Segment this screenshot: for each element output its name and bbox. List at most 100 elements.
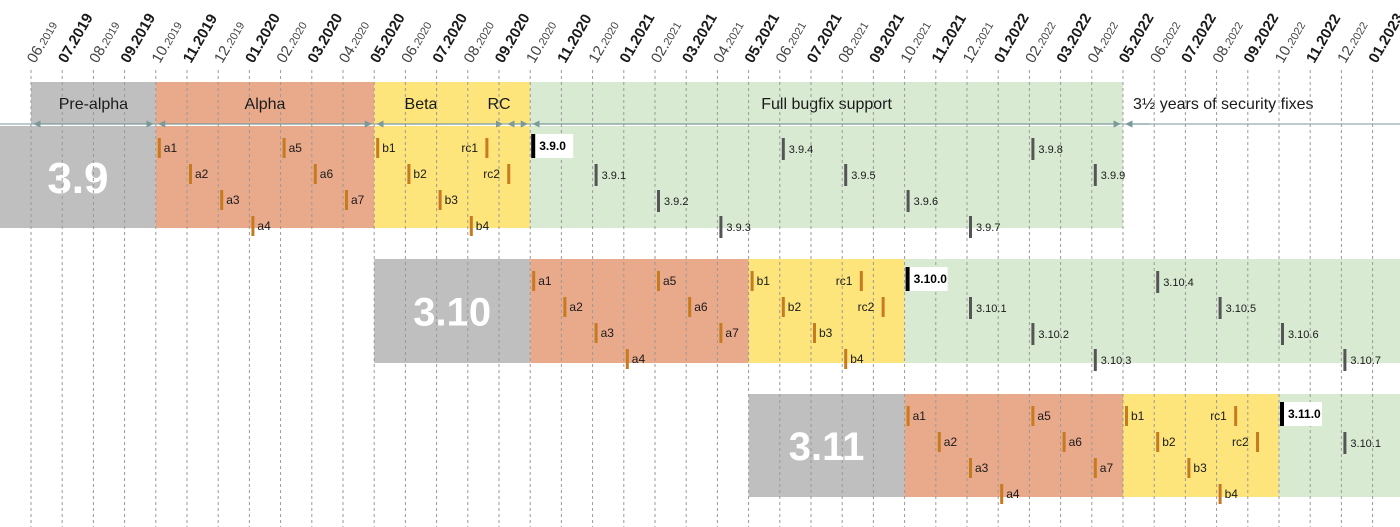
beta-release-label: b1 bbox=[382, 141, 396, 155]
beta-release-marker bbox=[407, 164, 411, 184]
patch-release-marker bbox=[594, 164, 598, 186]
patch-release-label: 3.10.2 bbox=[1038, 329, 1069, 341]
alpha-bar bbox=[904, 394, 1123, 497]
alpha-release-label: a3 bbox=[601, 326, 615, 340]
phase-band bbox=[374, 82, 468, 124]
beta-rc-bar bbox=[748, 259, 905, 363]
phase-label: 3½ years of security fixes bbox=[1133, 96, 1314, 113]
beta-release-marker bbox=[1187, 458, 1191, 478]
final-release-marker bbox=[905, 267, 910, 291]
version-number-label: 3.11 bbox=[789, 425, 865, 469]
patch-release-marker bbox=[781, 138, 785, 160]
patch-release-marker bbox=[1031, 138, 1035, 160]
beta-release-marker bbox=[813, 323, 816, 343]
alpha-release-marker bbox=[657, 271, 660, 291]
alpha-release-label: a6 bbox=[1069, 435, 1083, 449]
rc-release-marker bbox=[1234, 406, 1238, 426]
patch-release-marker bbox=[969, 216, 972, 238]
alpha-release-marker bbox=[1093, 458, 1097, 478]
patch-release-marker bbox=[1156, 271, 1160, 293]
alpha-release-marker bbox=[594, 323, 598, 343]
alpha-release-label: a7 bbox=[351, 193, 365, 207]
alpha-release-label: a2 bbox=[569, 300, 583, 314]
final-release-box bbox=[905, 267, 948, 291]
prealpha-bar bbox=[0, 126, 156, 228]
beta-release-marker bbox=[376, 138, 380, 158]
phase-band bbox=[155, 82, 375, 124]
rc-release-label: rc1 bbox=[1210, 409, 1227, 423]
patch-release-label: 3.9.7 bbox=[976, 222, 1000, 234]
alpha-release-label: a7 bbox=[725, 326, 739, 340]
beta-release-marker bbox=[469, 216, 473, 236]
alpha-release-label: a6 bbox=[320, 167, 334, 181]
alpha-release-marker bbox=[220, 190, 224, 210]
beta-release-marker bbox=[1156, 432, 1160, 452]
month-gridlines bbox=[30, 70, 1374, 527]
rc-release-marker bbox=[485, 138, 489, 158]
phase-label: Full bugfix support bbox=[761, 96, 892, 113]
alpha-release-marker bbox=[563, 297, 567, 317]
alpha-release-label: a2 bbox=[195, 167, 209, 181]
final-release-box bbox=[1280, 402, 1322, 426]
rc-release-marker bbox=[859, 271, 863, 291]
alpha-release-marker bbox=[719, 323, 723, 343]
rc-release-label: rc2 bbox=[483, 167, 500, 181]
alpha-release-label: a7 bbox=[1100, 461, 1114, 475]
final-release-marker bbox=[531, 134, 536, 158]
patch-release-label: 3.9.2 bbox=[664, 196, 688, 208]
alpha-release-label: a5 bbox=[663, 274, 677, 288]
final-release-marker bbox=[1280, 402, 1284, 426]
final-release-box bbox=[531, 134, 574, 158]
final-release-label: 3.11.0 bbox=[1288, 407, 1321, 421]
final-release-label: 3.9.0 bbox=[539, 139, 566, 153]
alpha-release-label: a5 bbox=[289, 141, 303, 155]
beta-release-marker bbox=[750, 271, 754, 291]
patch-release-label: 3.10.5 bbox=[1226, 303, 1257, 315]
alpha-release-label: a1 bbox=[164, 141, 178, 155]
beta-release-label: b1 bbox=[1131, 409, 1145, 423]
beta-release-label: b3 bbox=[1193, 461, 1207, 475]
alpha-release-marker bbox=[969, 458, 972, 478]
patch-release-marker bbox=[1343, 349, 1347, 371]
patch-release-marker bbox=[969, 297, 972, 319]
bugfix-bar bbox=[904, 259, 1400, 363]
beta-release-label: b2 bbox=[788, 300, 802, 314]
patch-release-label: 3.9.5 bbox=[851, 170, 875, 182]
phase-band bbox=[1123, 82, 1400, 124]
alpha-release-marker bbox=[282, 138, 286, 158]
alpha-release-marker bbox=[345, 190, 348, 210]
alpha-release-label: a6 bbox=[694, 300, 708, 314]
patch-release-label: 3.10.1 bbox=[976, 303, 1007, 315]
alpha-release-marker bbox=[1031, 406, 1035, 426]
final-release-label: 3.10.0 bbox=[914, 272, 948, 286]
patch-release-marker bbox=[1343, 432, 1347, 454]
rc-release-label: rc2 bbox=[1232, 435, 1249, 449]
patch-release-label: 3.10.3 bbox=[1101, 355, 1132, 367]
beta-release-label: b1 bbox=[757, 274, 771, 288]
patch-release-label: 3.10.1 bbox=[1350, 438, 1381, 450]
version-row-3-9: 3.9 bbox=[0, 126, 1123, 228]
version-row-3-11: 3.11 bbox=[748, 394, 1400, 497]
rc-release-label: rc1 bbox=[461, 141, 478, 155]
alpha-release-marker bbox=[1062, 432, 1066, 452]
beta-release-label: b3 bbox=[445, 193, 459, 207]
beta-release-marker bbox=[438, 190, 442, 210]
alpha-release-marker bbox=[1000, 484, 1004, 504]
month-labels: 06.201907.201908.201909.201910.201911.20… bbox=[24, 11, 1400, 66]
prealpha-bar bbox=[748, 394, 905, 497]
beta-release-label: b4 bbox=[1225, 487, 1239, 501]
beta-release-marker bbox=[844, 349, 848, 369]
phase-label: Pre-alpha bbox=[59, 96, 128, 113]
patch-release-marker bbox=[1093, 164, 1097, 186]
phase-label: RC bbox=[487, 96, 510, 113]
alpha-release-marker bbox=[906, 406, 910, 426]
beta-release-label: b2 bbox=[413, 167, 427, 181]
version-row-3-10: 3.10 bbox=[374, 259, 1400, 363]
patch-release-label: 3.10.6 bbox=[1288, 329, 1319, 341]
alpha-release-label: a4 bbox=[1006, 487, 1020, 501]
phase-header: Pre-alpha Alpha Beta RC Full bugfix support 3… bbox=[31, 82, 1400, 124]
beta-rc-bar bbox=[1123, 394, 1279, 497]
patch-release-marker bbox=[844, 164, 848, 186]
beta-release-label: b2 bbox=[1162, 435, 1176, 449]
